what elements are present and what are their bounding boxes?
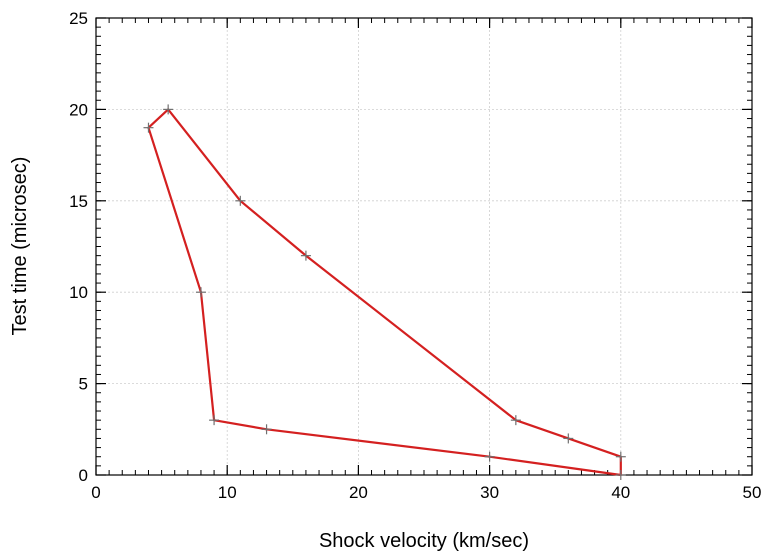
data-point (143, 122, 154, 133)
data-point (615, 470, 626, 480)
data-point (235, 195, 246, 206)
data-point (563, 433, 574, 444)
data-point (615, 451, 626, 462)
y-tick-labels: 0 5 10 15 20 25 (69, 9, 88, 485)
data-point (510, 415, 521, 426)
y-axis-label: Test time (microsec) (9, 157, 31, 336)
major-ticks (95, 17, 753, 476)
data-point (195, 287, 206, 298)
y-tick-label: 10 (69, 283, 88, 302)
y-tick-label: 15 (69, 192, 88, 211)
x-tick-label: 40 (611, 483, 630, 502)
y-tick-label: 25 (69, 9, 88, 28)
x-tick-label: 10 (218, 483, 237, 502)
x-tick-labels: 0 10 20 30 40 50 (91, 483, 761, 502)
plot-frame (95, 17, 753, 476)
data-point (261, 424, 272, 435)
data-point (209, 415, 220, 426)
minor-ticks (95, 17, 753, 476)
x-tick-label: 30 (480, 483, 499, 502)
y-tick-label: 5 (79, 375, 88, 394)
y-tick-label: 0 (79, 466, 88, 485)
x-tick-label: 50 (743, 483, 762, 502)
x-tick-label: 0 (91, 483, 100, 502)
marker-layer (143, 104, 626, 480)
y-tick-label: 20 (69, 100, 88, 119)
data-point (484, 451, 495, 462)
x-axis-label: Shock velocity (km/sec) (319, 530, 529, 552)
x-tick-label: 20 (349, 483, 368, 502)
data-point (300, 250, 311, 261)
grid (96, 18, 752, 475)
data-point (163, 104, 174, 115)
